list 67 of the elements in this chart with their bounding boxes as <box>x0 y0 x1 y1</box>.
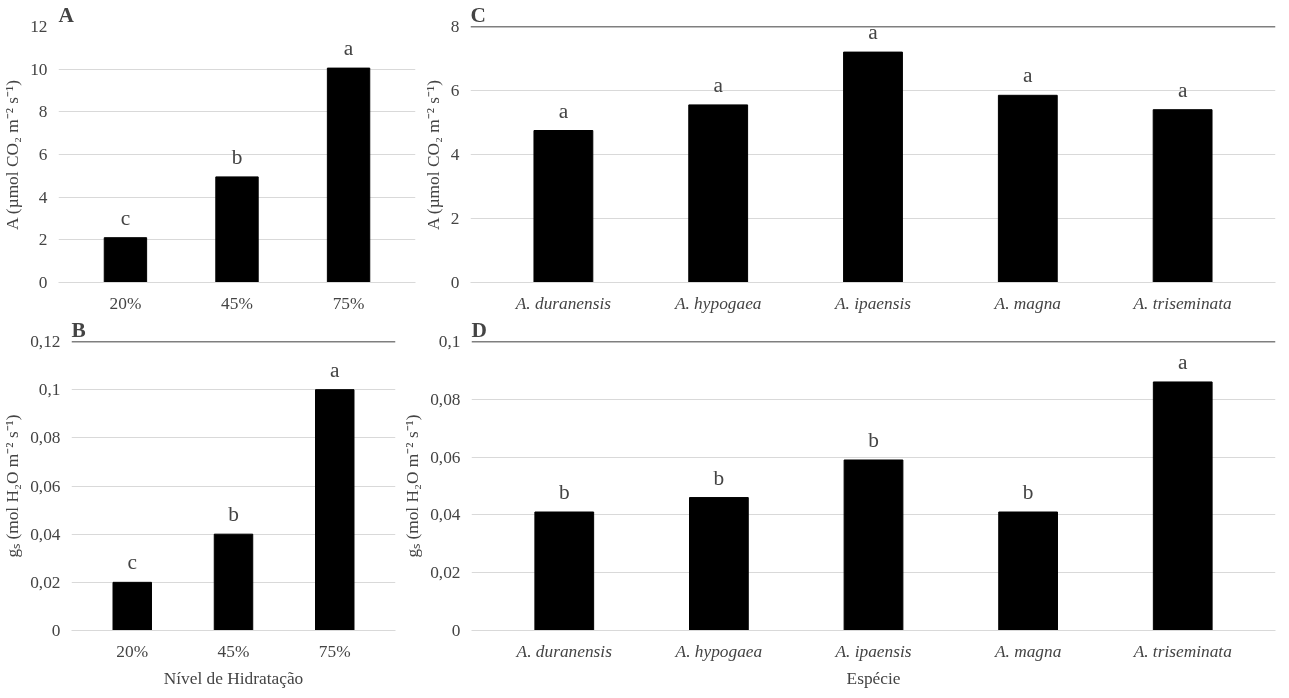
y-tick-label: 0,08 <box>430 389 461 409</box>
y-tick-label: 0 <box>51 621 61 640</box>
x-tick-label: A. magna <box>993 641 1062 661</box>
annotation: b <box>231 144 243 169</box>
x-tick-label: A. hypogaea <box>674 641 763 661</box>
y-tick-label: 0,1 <box>438 332 461 351</box>
y-tick-label: 0,12 <box>30 332 61 351</box>
chart-title: C <box>470 2 486 27</box>
annotation: a <box>343 36 354 61</box>
annotation: a <box>868 20 879 45</box>
x-tick-label: A. triseminata <box>1132 641 1233 661</box>
y-tick-label: 8 <box>38 102 48 122</box>
annotation: a <box>1178 349 1188 374</box>
chart-title: B <box>71 317 86 342</box>
annotation: b <box>1022 480 1034 505</box>
x-tick-label: 45% <box>217 641 250 661</box>
y-tick-label: 0,06 <box>430 447 461 467</box>
y-tick-label: 2 <box>450 209 460 228</box>
annotation: b <box>228 502 239 527</box>
y-tick-label: 6 <box>38 145 48 164</box>
x-tick-label: A. duranensis <box>515 641 613 661</box>
annotation: a <box>330 357 341 382</box>
y-tick-label: 0,1 <box>38 380 61 400</box>
y-tick-label: 6 <box>450 81 460 100</box>
y-tick-label: 12 <box>30 17 48 36</box>
chart-title: D <box>471 317 487 342</box>
annotation: b <box>713 465 725 490</box>
y-axis-title: gₛ (mol H₂O m⁻² s⁻¹) <box>403 414 423 558</box>
y-tick-label: 4 <box>450 145 460 164</box>
x-tick-label: A. triseminata <box>1132 293 1233 313</box>
x-tick-label: 20% <box>116 641 149 661</box>
x-tick-label: A. ipaensis <box>833 293 912 313</box>
y-tick-label: 4 <box>38 187 48 207</box>
x-tick-label: 75% <box>332 293 365 313</box>
y-tick-label: 0,02 <box>430 563 461 583</box>
y-axis-title: A (µmol CO₂ m⁻² s⁻¹) <box>3 79 23 231</box>
y-tick-label: 0 <box>451 621 461 640</box>
y-axis-title: gₛ (mol H₂O m⁻² s⁻¹) <box>3 414 23 558</box>
annotation: b <box>558 480 570 505</box>
annotation: c <box>120 205 131 230</box>
x-tick-label: 75% <box>318 641 351 661</box>
y-tick-label: 0,06 <box>30 476 61 496</box>
x-tick-label: 45% <box>221 293 253 313</box>
x-tick-label: A. hypogaea <box>673 293 762 313</box>
chart-title: A <box>58 2 75 27</box>
y-tick-label: 0,08 <box>30 428 61 448</box>
y-tick-label: 10 <box>30 59 48 79</box>
x-axis-title: Espécie <box>846 668 901 688</box>
annotation: a <box>1023 63 1034 88</box>
annotation: a <box>713 72 724 97</box>
x-axis-title: Nível de Hidratação <box>163 668 304 688</box>
y-tick-label: 0,04 <box>30 524 61 544</box>
y-tick-label: 8 <box>450 17 460 36</box>
annotation: c <box>127 550 137 575</box>
y-tick-label: 0,04 <box>430 505 461 525</box>
x-tick-label: A. duranensis <box>514 293 612 313</box>
annotation: a <box>558 98 569 123</box>
y-axis-title: A (µmol CO₂ m⁻² s⁻¹) <box>423 79 443 231</box>
x-tick-label: A. magna <box>993 293 1062 313</box>
annotation: a <box>1177 77 1188 102</box>
annotation: b <box>868 427 879 452</box>
y-tick-label: 2 <box>38 230 48 250</box>
y-tick-label: 0 <box>450 273 460 292</box>
y-tick-label: 0,02 <box>30 572 61 592</box>
x-tick-label: A. ipaensis <box>834 641 912 661</box>
y-tick-label: 0 <box>38 273 48 292</box>
x-tick-label: 20% <box>109 293 142 313</box>
